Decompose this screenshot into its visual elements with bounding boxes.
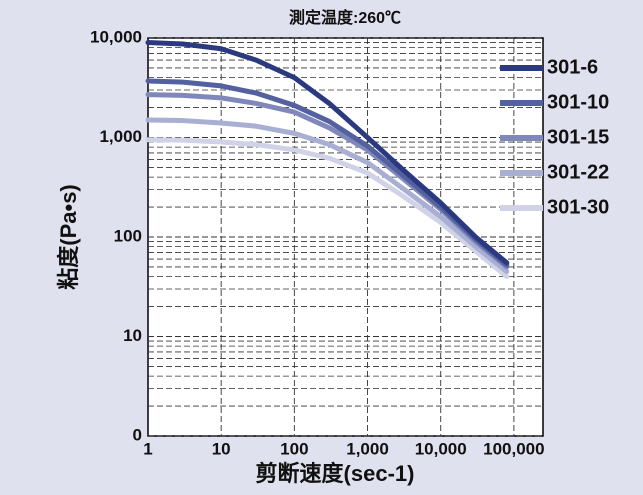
y-axis-label: 粘度(Pa•s): [56, 184, 81, 290]
series-line: [145, 40, 510, 266]
legend-label: 301-15: [547, 126, 609, 148]
y-tick-label: 10: [123, 326, 142, 345]
legend-label: 301-22: [547, 161, 609, 183]
x-axis-label: 剪断速度(sec-1): [256, 461, 415, 486]
x-tick-label: 100,000: [483, 439, 544, 458]
legend-label: 301-30: [547, 196, 609, 218]
x-tick-label: 10,000: [415, 439, 467, 458]
legend-label: 301-6: [547, 56, 598, 78]
series-line: [145, 117, 510, 275]
x-tick-label: 1: [143, 439, 152, 458]
y-tick-label: 100: [114, 226, 142, 245]
y-tick-label: 1,000: [99, 127, 142, 146]
y-tick-label: 0: [133, 425, 142, 444]
series-line: [145, 137, 510, 280]
y-tick-label: 10,000: [90, 27, 142, 46]
x-tick-label: 1,000: [346, 439, 389, 458]
x-tick-label: 100: [280, 439, 308, 458]
chart-title: 測定温度:260℃: [289, 8, 401, 27]
legend-label: 301-10: [547, 91, 609, 113]
x-tick-label: 10: [212, 439, 231, 458]
